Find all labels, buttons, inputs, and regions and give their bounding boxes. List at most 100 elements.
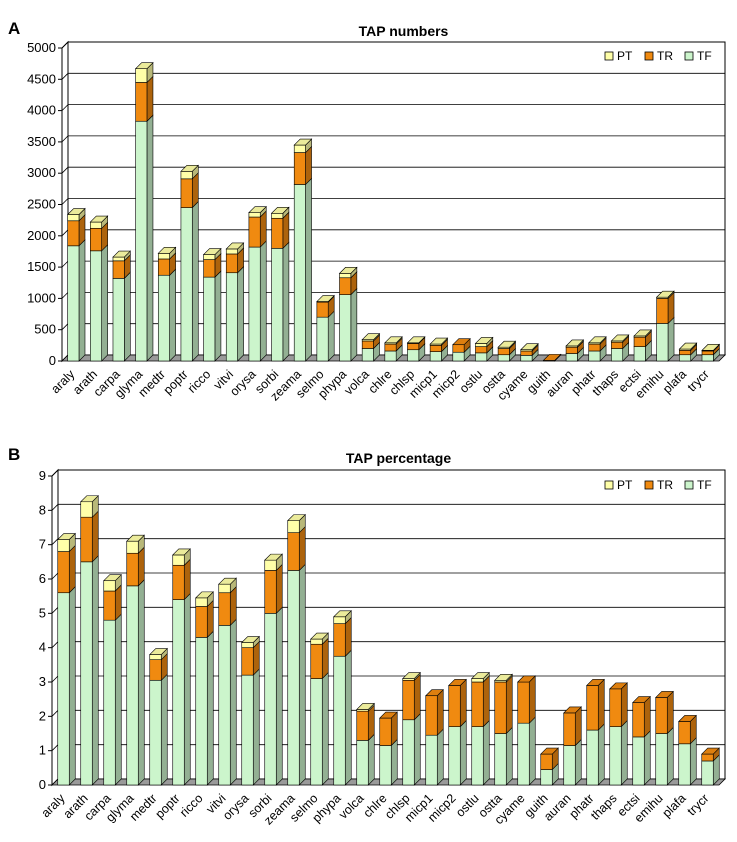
bar-top-cap (563, 706, 582, 714)
bar-side-tf (643, 730, 651, 786)
bar-tr-zeama (293, 152, 306, 185)
bar-top-cap (402, 672, 421, 679)
legend-label-pt: PT (617, 49, 633, 63)
bar-tr-orysa (241, 647, 254, 676)
bar-tr-carpa (112, 260, 125, 279)
bar-pt-arath (80, 501, 93, 518)
bar-top-cap (565, 339, 585, 347)
bar-top-cap (248, 206, 267, 213)
x-tick-label: orysa (227, 367, 259, 399)
bar-side-tf (666, 726, 674, 786)
bar-side-tf (482, 719, 490, 786)
bar-tr-chlre (384, 343, 397, 352)
bar-tf-chlre (379, 745, 392, 786)
x-tick-label: plafa (660, 791, 689, 820)
bar-top-cap (264, 553, 283, 561)
bar-tf-auran (563, 745, 576, 786)
legend-swatch-tf (684, 51, 694, 61)
bar-side-tf (214, 270, 222, 362)
x-tick-label: poptr (161, 367, 191, 397)
bar-side-tr (146, 75, 154, 122)
bar-side-tf (282, 241, 290, 362)
y-tick-label: 0 (49, 353, 56, 368)
bar-tr-zeama (287, 532, 300, 571)
bar-tf-glyma (135, 120, 148, 362)
bar-tf-cyame (520, 355, 533, 362)
y-tick-label: 2500 (27, 197, 56, 212)
bar-pt-vitvi (218, 583, 231, 594)
bar-side-tf (160, 673, 168, 786)
bar-tr-chlre (379, 717, 392, 746)
bar-top-cap (126, 534, 145, 542)
bar-side-tr (666, 690, 674, 735)
bar-side-tf (191, 200, 199, 362)
bar-tf-chlsp (402, 719, 415, 786)
bar-top-cap (202, 248, 222, 255)
bar-tf-volca (356, 740, 369, 786)
bar-tr-vitvi (218, 592, 231, 626)
bar-pt-zeama (293, 144, 306, 153)
bar-top-cap (497, 340, 517, 348)
y-tick-label: 3 (39, 674, 46, 689)
x-tick-label: thaps (590, 367, 622, 399)
bar-tf-thaps (611, 348, 624, 362)
bar-tf-guith (540, 769, 553, 786)
bar-tr-ricco (203, 259, 216, 278)
x-tick-label: orysa (220, 791, 252, 823)
bar-side-tf (252, 668, 260, 786)
bar-top-cap (701, 344, 721, 351)
y-tick-label: 9 (39, 468, 46, 483)
bar-pt-ricco (195, 597, 208, 607)
bar-side-tf (275, 606, 283, 786)
x-tick-label: trycr (685, 367, 712, 394)
bar-tf-plafa (679, 354, 691, 362)
bar-tr-ostta (494, 681, 507, 734)
bar-side-tf (574, 738, 582, 786)
y-tick-label: 1 (39, 743, 46, 758)
bar-side-tr (413, 673, 421, 721)
bar-side-tf (436, 728, 444, 786)
bar-top-cap (632, 696, 651, 703)
bar-side-tf (206, 630, 214, 786)
bar-side-tf (298, 563, 306, 786)
gridline-side (61, 135, 69, 143)
bar-tf-micp1 (425, 734, 438, 786)
bar-side-tf (305, 177, 312, 362)
bar-side-tr (137, 546, 145, 587)
y-tick-label: 0 (39, 777, 46, 792)
bar-top-cap (195, 591, 214, 599)
bar-top-cap (384, 336, 403, 344)
bar-top-cap (338, 267, 358, 274)
bar-top-cap (333, 610, 352, 618)
bar-top-cap (180, 165, 199, 172)
legend-swatch-tr (644, 480, 654, 490)
y-tick-label: 2000 (27, 228, 56, 243)
legend-label-pt: PT (617, 478, 633, 492)
x-tick-label: thaps (588, 791, 620, 823)
bar-tr-micp1 (429, 345, 442, 352)
bar-side-tf (68, 586, 76, 786)
bar-tr-plafa (679, 350, 691, 356)
bar-tr-micp2 (448, 685, 461, 727)
gridline-side (61, 323, 69, 330)
bar-top-cap (89, 215, 109, 223)
bar-side-tr (459, 678, 467, 728)
bar-pt-medtr (149, 654, 162, 660)
gridline-side (51, 744, 59, 751)
bar-top-cap (103, 574, 122, 582)
bar-pt-phypa (339, 273, 352, 279)
bar-top-cap (655, 290, 675, 298)
bar-tf-micp2 (448, 726, 461, 786)
gridline-side (61, 73, 69, 80)
bar-tf-poptr (180, 207, 193, 362)
gridline-side (51, 641, 59, 648)
bar-top-cap (225, 242, 245, 250)
bar-tf-phatr (586, 729, 599, 786)
bar-tr-phatr (588, 343, 601, 352)
bar-tf-arath (90, 250, 102, 362)
bar-tf-carpa (112, 278, 125, 362)
y-tick-label: 500 (34, 322, 56, 337)
side-wall (51, 468, 59, 787)
bar-tr-selmo (316, 301, 329, 318)
